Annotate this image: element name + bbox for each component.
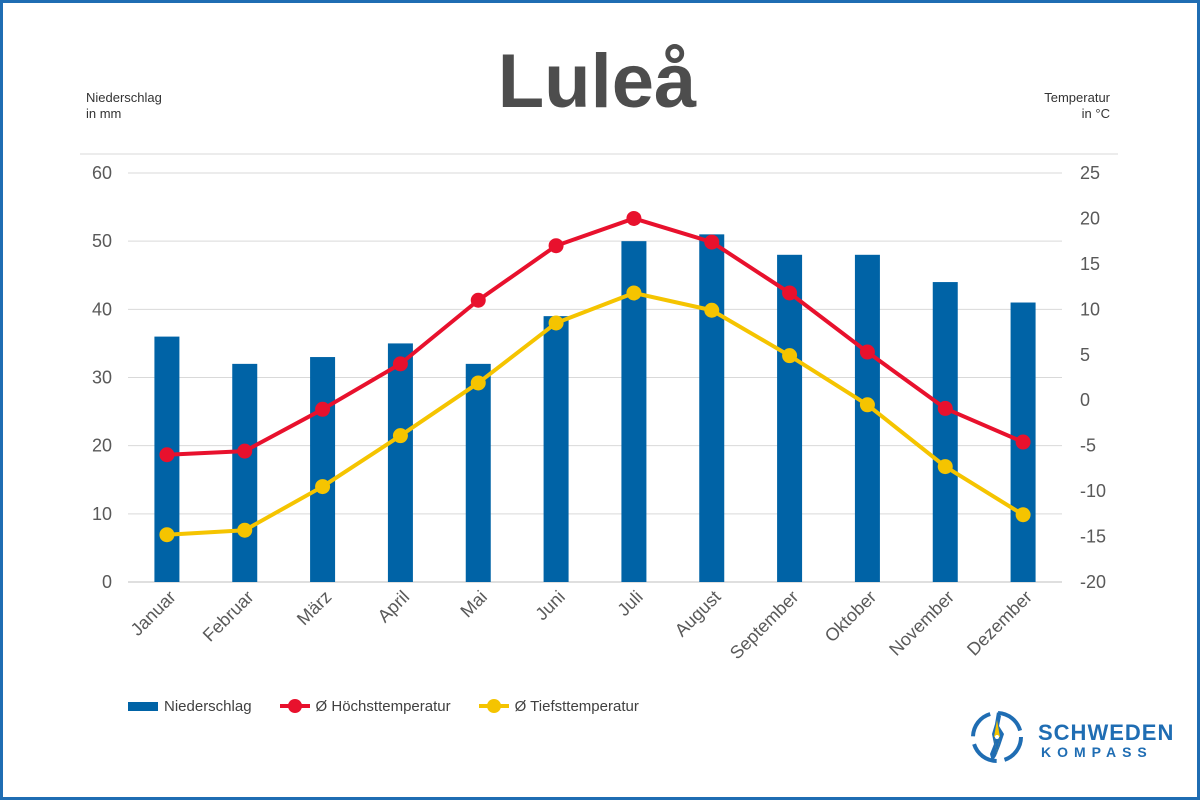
chart-legend: Niederschlag Ø Höchsttemperatur Ø Tiefst… [128, 696, 667, 716]
left-axis-caption-line-1: Niederschlag [86, 90, 162, 105]
y-left-tick-label: 0 [102, 572, 112, 592]
bar-precipitation [699, 234, 725, 582]
y-left-tick-label: 10 [92, 504, 112, 524]
point-min-temp [159, 527, 175, 543]
y-left-tick-label: 30 [92, 368, 112, 388]
y-right-tick-label: 5 [1080, 345, 1090, 365]
bar-precipitation [310, 357, 336, 582]
line-max-temp [166, 216, 1024, 457]
x-tick-label: Januar [127, 587, 180, 640]
x-tick-label: Mai [456, 587, 491, 622]
point-min-temp [315, 479, 331, 495]
y-right-tick-label: 15 [1080, 254, 1100, 274]
point-max-temp [937, 400, 953, 416]
y-right-tick-label: 0 [1080, 390, 1090, 410]
point-max-temp [859, 344, 875, 360]
point-max-temp [470, 292, 486, 308]
point-min-temp [626, 285, 642, 301]
x-tick-label: Oktober [821, 587, 880, 646]
y-left-tick-label: 20 [92, 436, 112, 456]
line-min-temp [166, 290, 1025, 537]
point-min-temp [237, 522, 253, 538]
brand-logo: SCHWEDEN KOMPASS [966, 706, 1173, 768]
point-min-temp [859, 397, 875, 413]
legend-swatch-min-temp [478, 696, 509, 716]
point-max-temp [548, 238, 564, 254]
y-right-tick-label: -5 [1080, 436, 1096, 456]
x-tick-label: November [885, 587, 958, 660]
legend-swatch-precipitation [128, 701, 158, 711]
x-tick-label: März [293, 587, 335, 629]
compass-icon [971, 711, 1023, 763]
chart-title: Luleå [497, 39, 697, 124]
x-tick-label: April [374, 587, 414, 627]
point-max-temp [704, 234, 720, 250]
legend-swatch-max-temp [279, 696, 310, 716]
point-min-temp [548, 315, 564, 331]
x-tick-label: Juli [614, 587, 647, 620]
y-right-tick-label: -20 [1080, 572, 1106, 592]
point-max-temp [237, 443, 253, 459]
point-min-temp [704, 302, 720, 318]
left-axis-caption-line-2: in mm [86, 106, 122, 121]
x-tick-label: Dezember [963, 587, 1036, 660]
right-axis-caption-line-2: in °C [1081, 106, 1110, 121]
bar-precipitation [777, 254, 803, 583]
point-max-temp [782, 285, 798, 301]
y-right-tick-label: 25 [1080, 163, 1100, 183]
legend-item-min-temp: Ø Tiefsttemperatur [478, 696, 639, 716]
x-tick-label: August [671, 587, 725, 641]
bar-precipitation [387, 343, 413, 582]
y-left-tick-label: 40 [92, 299, 112, 319]
y-left-tick-label: 60 [92, 163, 112, 183]
point-min-temp [937, 459, 953, 475]
legend-label-precipitation: Niederschlag [164, 697, 252, 715]
y-right-tick-label: -15 [1080, 527, 1106, 547]
point-max-temp [1015, 434, 1031, 450]
bar-precipitation [854, 254, 880, 583]
brand-name-line-2: KOMPASS [1041, 744, 1153, 760]
bar-precipitation [932, 282, 958, 582]
x-tick-label: September [726, 587, 802, 663]
point-max-temp [392, 356, 408, 372]
y-right-tick-label: 20 [1080, 208, 1100, 228]
bar-precipitation [232, 363, 258, 582]
bar-precipitation [543, 316, 569, 582]
legend-item-max-temp: Ø Höchsttemperatur [279, 696, 451, 716]
left-axis-caption: Niederschlag in mm [86, 90, 162, 122]
point-min-temp [392, 428, 408, 444]
point-min-temp [1015, 507, 1031, 523]
point-max-temp [315, 401, 331, 417]
point-max-temp [159, 447, 175, 463]
point-max-temp [626, 210, 642, 226]
right-axis-caption-line-1: Temperatur [1044, 90, 1110, 105]
right-axis-caption: Temperatur in °C [1044, 90, 1110, 122]
point-min-temp [782, 348, 798, 364]
y-right-tick-label: 10 [1080, 299, 1100, 319]
legend-label-max-temp: Ø Höchsttemperatur [315, 697, 451, 715]
x-tick-label: Juni [531, 587, 568, 624]
bar-precipitation [465, 363, 491, 582]
brand-name-line-1: SCHWEDEN [1038, 720, 1175, 745]
y-right-tick-label: -10 [1080, 481, 1106, 501]
y-left-tick-label: 50 [92, 231, 112, 251]
x-tick-label: Februar [199, 587, 258, 646]
point-min-temp [470, 375, 486, 391]
legend-label-min-temp: Ø Tiefsttemperatur [514, 697, 639, 715]
legend-item-precipitation: Niederschlag [128, 698, 252, 715]
